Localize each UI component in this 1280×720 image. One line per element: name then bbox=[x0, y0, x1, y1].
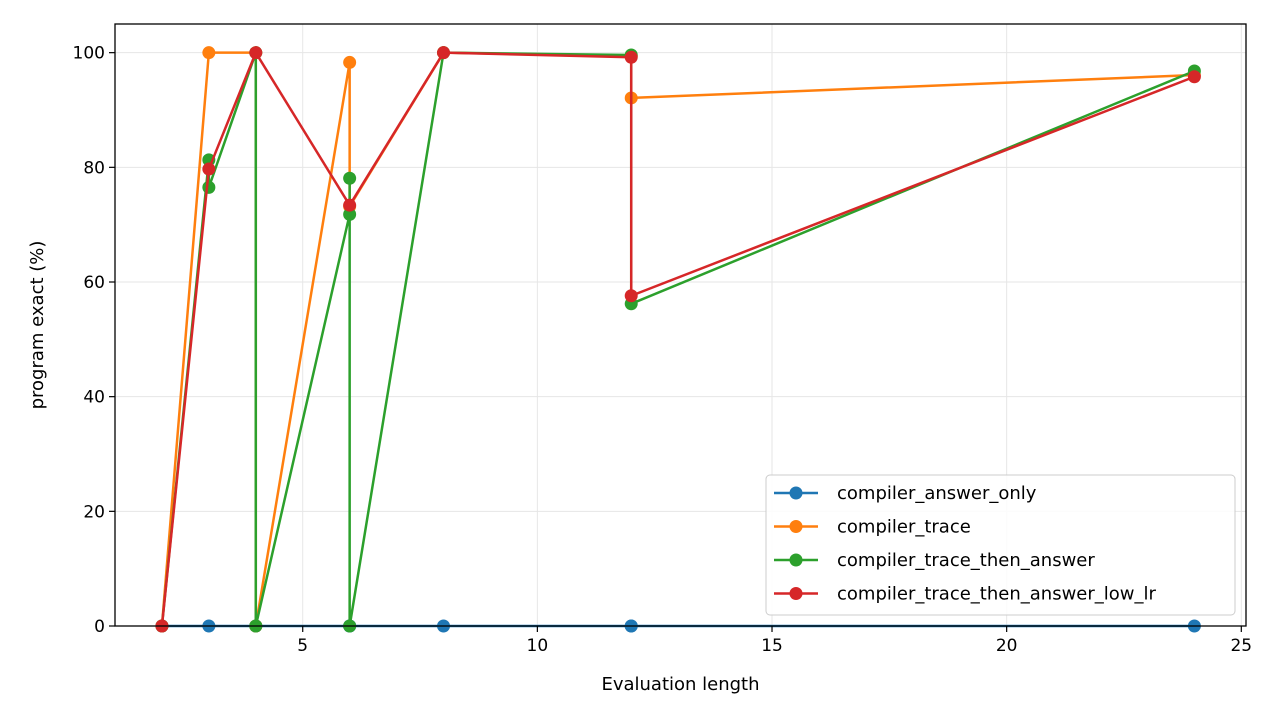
data-point-compiler_trace_then_answer_low_lr bbox=[249, 46, 263, 60]
y-tick-label: 80 bbox=[83, 158, 105, 178]
x-tick-label: 25 bbox=[1230, 636, 1252, 656]
y-tick-label: 40 bbox=[83, 388, 105, 408]
y-axis-label: program exact (%) bbox=[27, 241, 48, 410]
data-point-compiler_trace_then_answer bbox=[202, 180, 216, 194]
data-point-compiler_trace_then_answer_low_lr bbox=[624, 50, 638, 64]
legend-label: compiler_trace bbox=[837, 517, 971, 538]
legend-swatch-marker bbox=[789, 520, 803, 533]
data-point-compiler_trace bbox=[202, 46, 216, 60]
x-tick-label: 15 bbox=[761, 636, 783, 656]
y-tick-label: 20 bbox=[83, 502, 105, 522]
y-tick-label: 0 bbox=[94, 617, 105, 637]
legend: compiler_answer_only compiler_tracecompil… bbox=[765, 474, 1236, 616]
x-tick-label: 20 bbox=[996, 636, 1018, 656]
data-point-compiler_trace_then_answer_low_lr bbox=[624, 289, 638, 303]
y-tick-label: 100 bbox=[73, 44, 105, 64]
x-axis-label: Evaluation length bbox=[601, 674, 759, 695]
data-point-compiler_trace_then_answer_low_lr bbox=[343, 198, 357, 212]
data-point-compiler_trace_then_answer_low_lr bbox=[437, 46, 451, 60]
series-line-compiler_trace_then_answer_low_lr bbox=[160, 51, 1195, 627]
legend-label: compiler_trace_then_answer bbox=[837, 550, 1095, 571]
axis-ticks: 5 10 15 20 25 0 20 40 60 80 100 bbox=[73, 44, 1253, 656]
data-point-compiler_trace_then_answer_low_lr bbox=[202, 162, 216, 176]
data-point-compiler_trace_then_answer bbox=[343, 171, 357, 185]
legend-swatch-marker bbox=[789, 587, 803, 600]
legend-box bbox=[765, 474, 1236, 616]
legend-swatch-marker bbox=[789, 553, 803, 567]
legend-label: compiler_trace_then_answer_low_lr bbox=[837, 584, 1157, 605]
data-point-compiler_trace bbox=[343, 55, 357, 69]
plot-frame bbox=[114, 23, 1247, 627]
x-tick-label: 5 bbox=[297, 636, 308, 656]
legend-swatch-marker bbox=[789, 486, 803, 500]
data-point-compiler_trace_then_answer_low_lr bbox=[1187, 70, 1201, 84]
data-point-compiler_trace_then_answer bbox=[343, 207, 357, 221]
legend-label: compiler_answer_only bbox=[837, 483, 1037, 504]
y-tick-label: 60 bbox=[83, 273, 105, 293]
x-tick-label: 10 bbox=[527, 636, 549, 656]
